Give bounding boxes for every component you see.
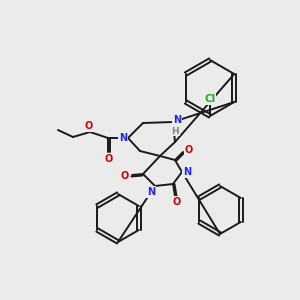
Text: N: N — [147, 187, 155, 197]
Text: O: O — [85, 121, 93, 131]
Text: O: O — [121, 171, 129, 181]
Text: Cl: Cl — [204, 94, 216, 104]
Text: O: O — [105, 154, 113, 164]
Text: N: N — [173, 115, 181, 125]
Text: O: O — [185, 145, 193, 155]
Text: O: O — [173, 197, 181, 207]
Text: N: N — [119, 133, 127, 143]
Text: N: N — [183, 167, 191, 177]
Text: H: H — [171, 127, 179, 136]
